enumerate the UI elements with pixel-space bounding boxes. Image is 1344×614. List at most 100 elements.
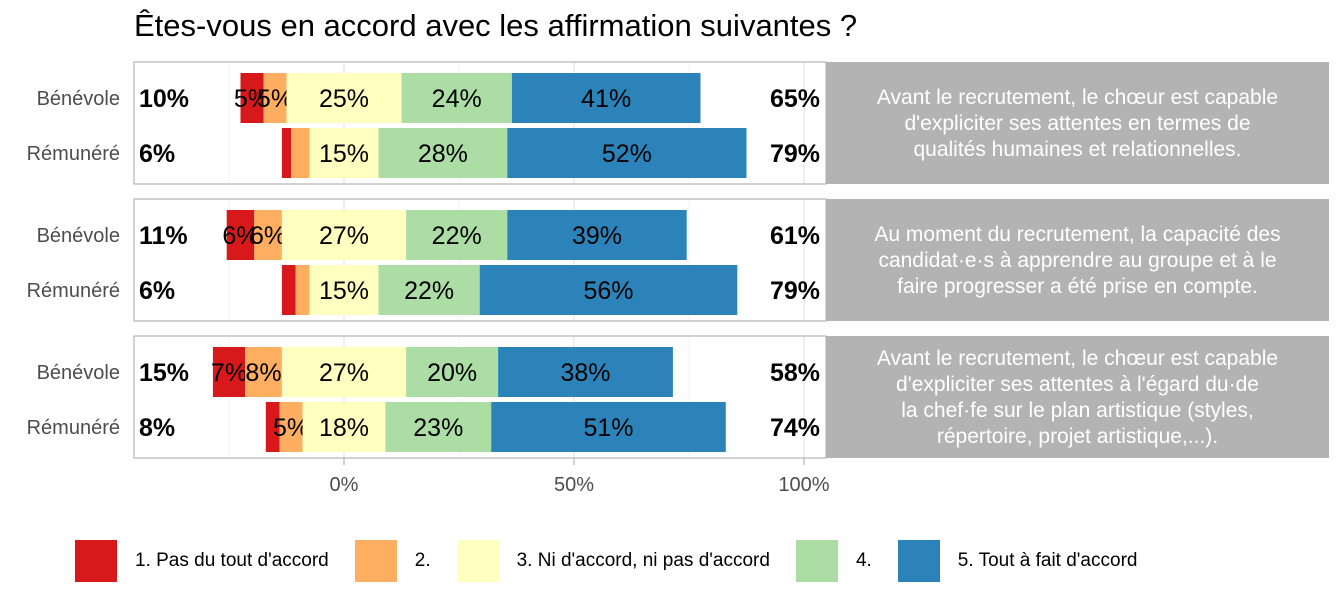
- chart-title: Êtes-vous en accord avec les affirmation…: [134, 8, 858, 43]
- bar-segment: [279, 402, 303, 452]
- bar-segment: [406, 210, 508, 260]
- bar-segment: [491, 402, 726, 452]
- bar-segment: [479, 265, 738, 315]
- facet-strip: [826, 199, 1329, 321]
- bar-segment: [507, 128, 747, 178]
- legend-key: [456, 540, 499, 582]
- legend-label: 4.: [855, 550, 872, 571]
- segment-label: 23%: [413, 414, 463, 442]
- legend-key: [354, 540, 397, 582]
- legend-item: 2.: [354, 540, 431, 582]
- bar-segment: [309, 128, 379, 178]
- segment-label: 51%: [583, 414, 633, 442]
- segment-label: 25%: [319, 85, 369, 113]
- bar-segment: [511, 73, 701, 123]
- bar-segment: [302, 402, 386, 452]
- facet-strip-text-line: Avant le recrutement, le chœur est capab…: [877, 347, 1278, 370]
- bar-segment: [254, 210, 282, 260]
- high-total-label: 79%: [770, 277, 820, 305]
- facet-strip-text-line: candidat·e·s à apprendre au groupe et à …: [878, 249, 1276, 272]
- facet-strip: [826, 336, 1329, 458]
- bar-segment: [226, 210, 255, 260]
- bar-segment: [281, 128, 292, 178]
- group-label: Bénévole: [37, 88, 120, 110]
- x-tick-label: 0%: [330, 474, 359, 496]
- segment-label: 39%: [572, 222, 622, 250]
- legend-label: 3. Ni d'accord, ni pas d'accord: [516, 550, 770, 571]
- segment-label: 28%: [418, 140, 468, 168]
- group-label: Rémunéré: [27, 280, 120, 302]
- facet-strip-text-line: la chef·fe sur le plan artistique (style…: [901, 399, 1254, 422]
- low-total-label: 15%: [139, 359, 189, 387]
- low-total-label: 6%: [139, 277, 175, 305]
- segment-label: 38%: [560, 359, 610, 387]
- bar-segment: [212, 347, 246, 397]
- legend-item: 4.: [795, 540, 872, 582]
- bar-segment: [265, 402, 280, 452]
- segment-label: 27%: [319, 359, 369, 387]
- legend-label: 2.: [414, 550, 431, 571]
- high-total-label: 65%: [770, 85, 820, 113]
- segment-label: 52%: [602, 140, 652, 168]
- segment-label: 24%: [432, 85, 482, 113]
- bar-segment: [281, 265, 296, 315]
- high-total-label: 79%: [770, 140, 820, 168]
- facet-strip-text-line: d'expliciter ses attentes à l'égard du·d…: [896, 373, 1259, 396]
- low-total-label: 6%: [139, 140, 175, 168]
- segment-label: 27%: [319, 222, 369, 250]
- legend-item: 3. Ni d'accord, ni pas d'accord: [456, 540, 770, 582]
- bar-segment: [245, 347, 282, 397]
- legend: 1. Pas du tout d'accord 2. 3. Ni d'accord,…: [75, 540, 1163, 582]
- bar-segment: [263, 73, 287, 123]
- segment-label: 22%: [432, 222, 482, 250]
- x-tick-label: 100%: [778, 474, 829, 496]
- legend-item: 5. Tout à fait d'accord: [897, 540, 1138, 582]
- segment-label: 20%: [427, 359, 477, 387]
- bar-segment: [401, 73, 512, 123]
- segment-label: 18%: [319, 414, 369, 442]
- high-total-label: 61%: [770, 222, 820, 250]
- facet-strip-text-line: faire progresser a été prise en compte.: [897, 275, 1258, 298]
- high-total-label: 74%: [770, 414, 820, 442]
- facet-strip-text-line: d'expliciter ses attentes en termes de: [904, 112, 1250, 135]
- facet-strip-text-line: Avant le recrutement, le chœur est capab…: [877, 86, 1278, 109]
- segment-label: 22%: [404, 277, 454, 305]
- facet-strip-text-line: Au moment du recrutement, la capacité de…: [874, 223, 1280, 246]
- bar-segment: [507, 210, 687, 260]
- bar-segment: [240, 73, 264, 123]
- segment-label: 6%: [250, 222, 286, 250]
- legend-label: 5. Tout à fait d'accord: [957, 550, 1138, 571]
- facet-strip-text-line: qualités humaines et relationnelles.: [913, 138, 1241, 161]
- facet-strip-text: Au moment du recrutement, la capacité de…: [874, 223, 1280, 298]
- low-total-label: 11%: [139, 222, 188, 250]
- facet-strip-text: Avant le recrutement, le chœur est capab…: [877, 86, 1278, 161]
- bar-segment: [281, 347, 407, 397]
- segment-label: 6%: [222, 222, 258, 250]
- facet-strip-text: Avant le recrutement, le chœur est capab…: [877, 347, 1278, 448]
- bar-segment: [378, 128, 508, 178]
- high-total-label: 58%: [770, 359, 820, 387]
- low-total-label: 8%: [139, 414, 175, 442]
- legend-label: 1. Pas du tout d'accord: [135, 550, 329, 571]
- bar-segment: [498, 347, 673, 397]
- group-label: Rémunéré: [27, 143, 120, 165]
- segment-label: 7%: [211, 359, 247, 387]
- bar-segment: [385, 402, 492, 452]
- segment-label: 41%: [581, 85, 631, 113]
- bar-segment: [281, 210, 407, 260]
- segment-label: 15%: [319, 277, 369, 305]
- bar-segment: [291, 128, 310, 178]
- bar-segment: [286, 73, 402, 123]
- segment-label: 8%: [245, 359, 281, 387]
- segment-label: 56%: [583, 277, 633, 305]
- x-tick-label: 50%: [554, 474, 594, 496]
- group-label: Bénévole: [37, 225, 120, 247]
- segment-label: 15%: [319, 140, 369, 168]
- bar-segment: [295, 265, 310, 315]
- low-total-label: 10%: [139, 85, 189, 113]
- legend-key: [795, 540, 838, 582]
- bar-segment: [309, 265, 379, 315]
- facet-strip-text-line: répertoire, projet artistique,...).: [937, 425, 1218, 448]
- legend-key: [75, 540, 117, 582]
